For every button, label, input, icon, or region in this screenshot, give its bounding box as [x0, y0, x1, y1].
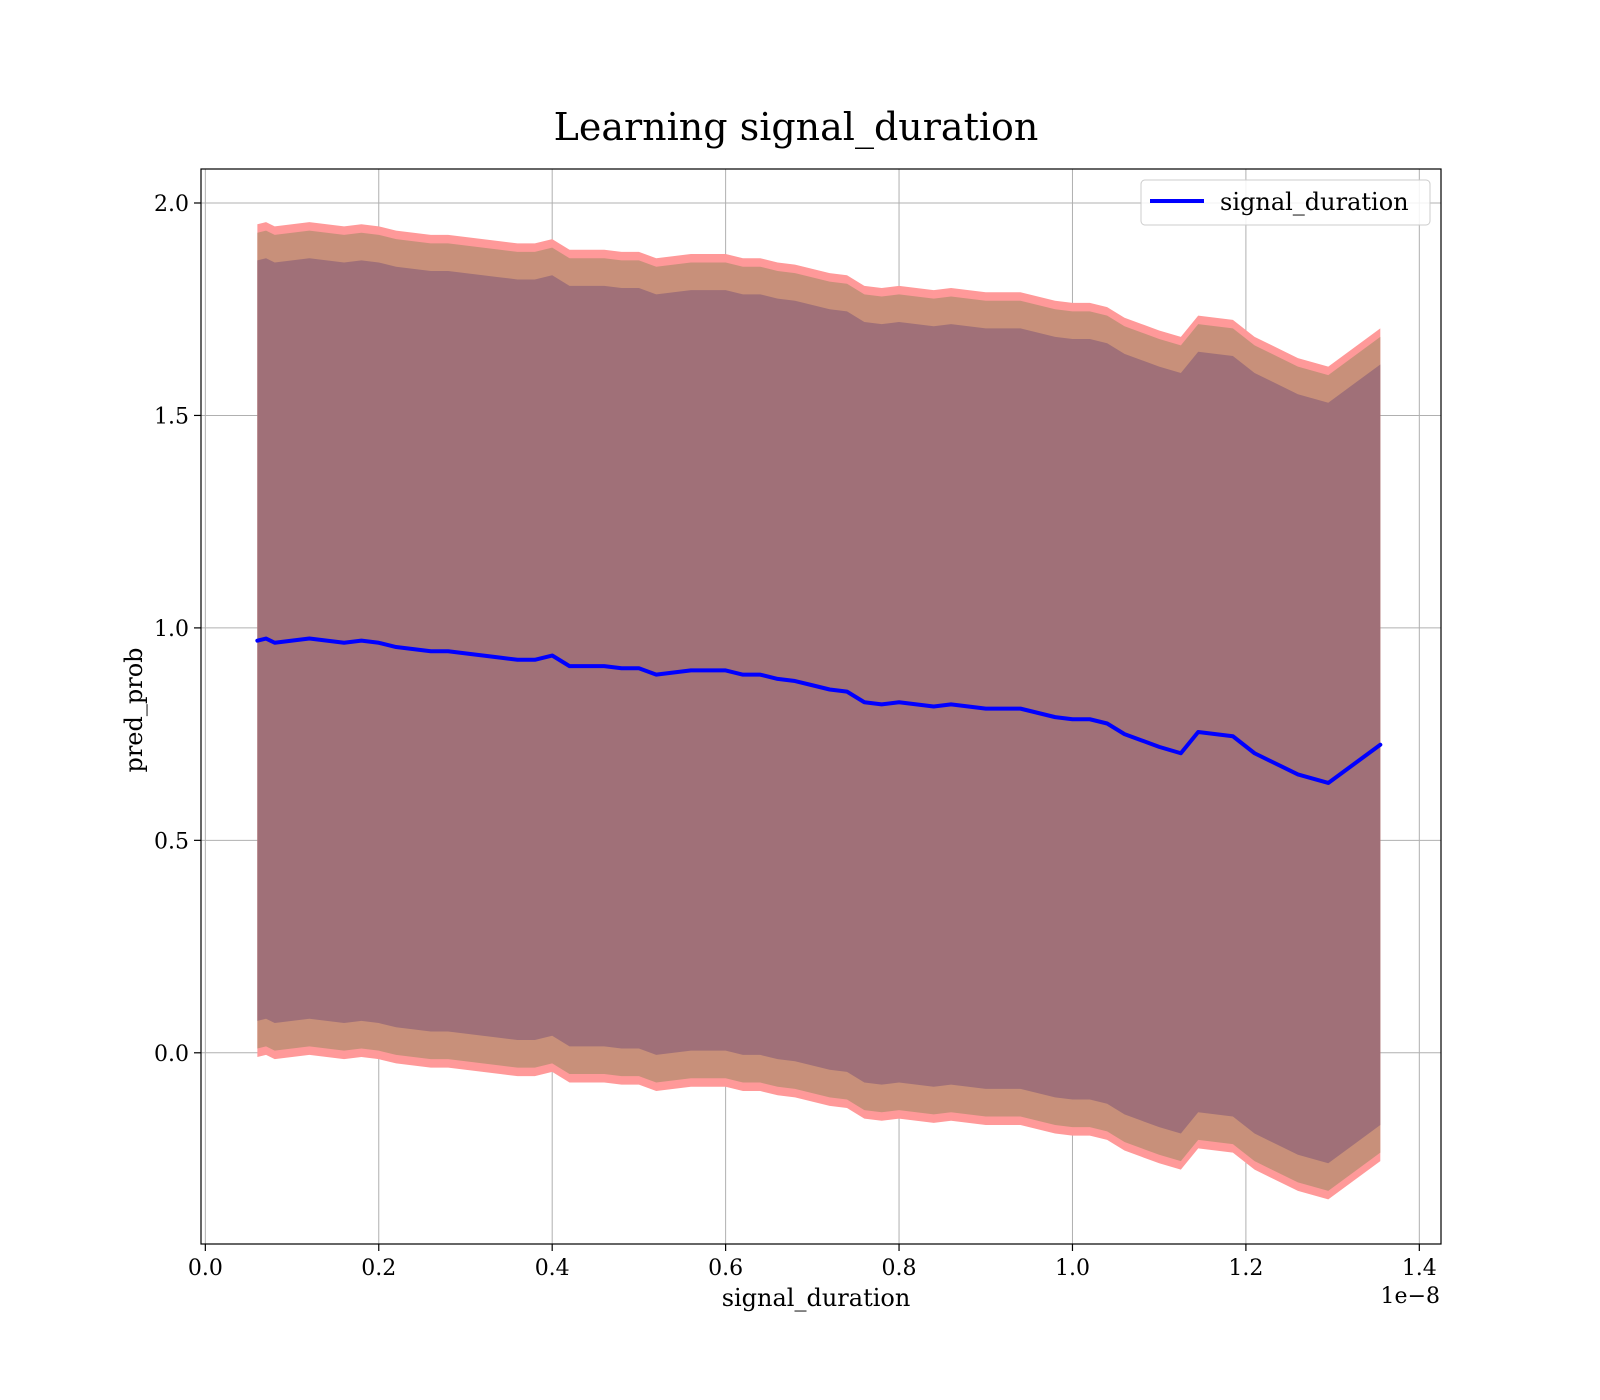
y-tick-label: 0.5 — [154, 829, 189, 854]
x-tick-label: 0.6 — [708, 1256, 743, 1281]
legend-label: signal_duration — [1220, 188, 1409, 216]
plot-frame — [200, 168, 1442, 1245]
x-tick-label: 1.4 — [1402, 1256, 1437, 1281]
y-tick-label: 1.5 — [154, 404, 189, 429]
y-tick-label: 0.0 — [154, 1042, 189, 1067]
y-tick-label: 2.0 — [154, 192, 189, 217]
series-lines — [255, 636, 1383, 785]
y-axis-label: pred_prob — [120, 647, 148, 772]
confidence-bands — [257, 222, 1381, 1200]
x-tick-label: 1.0 — [1055, 1256, 1090, 1281]
legend: signal_duration — [1140, 179, 1431, 226]
x-tick-label: 0.2 — [361, 1256, 396, 1281]
x-tick-label: 0.8 — [882, 1256, 917, 1281]
band-inner — [257, 258, 1381, 1164]
y-tick-label: 1.0 — [154, 617, 189, 642]
x-tick-label: 0.0 — [188, 1256, 223, 1281]
chart-title: Learning signal_duration — [554, 105, 1039, 150]
legend-box — [1140, 179, 1431, 226]
series-line — [255, 636, 1383, 785]
axis-ticks: 0.0 0.2 0.4 0.6 0.8 1.0 1.2 1.4 0.0 0.5 1.0 1.5 2.0 — [154, 192, 1437, 1281]
x-axis-label: signal_duration — [722, 1284, 911, 1312]
x-tick-label: 1.2 — [1228, 1256, 1263, 1281]
x-axis-offset-label: 1e−8 — [1381, 1284, 1440, 1309]
x-tick-label: 0.4 — [535, 1256, 570, 1281]
